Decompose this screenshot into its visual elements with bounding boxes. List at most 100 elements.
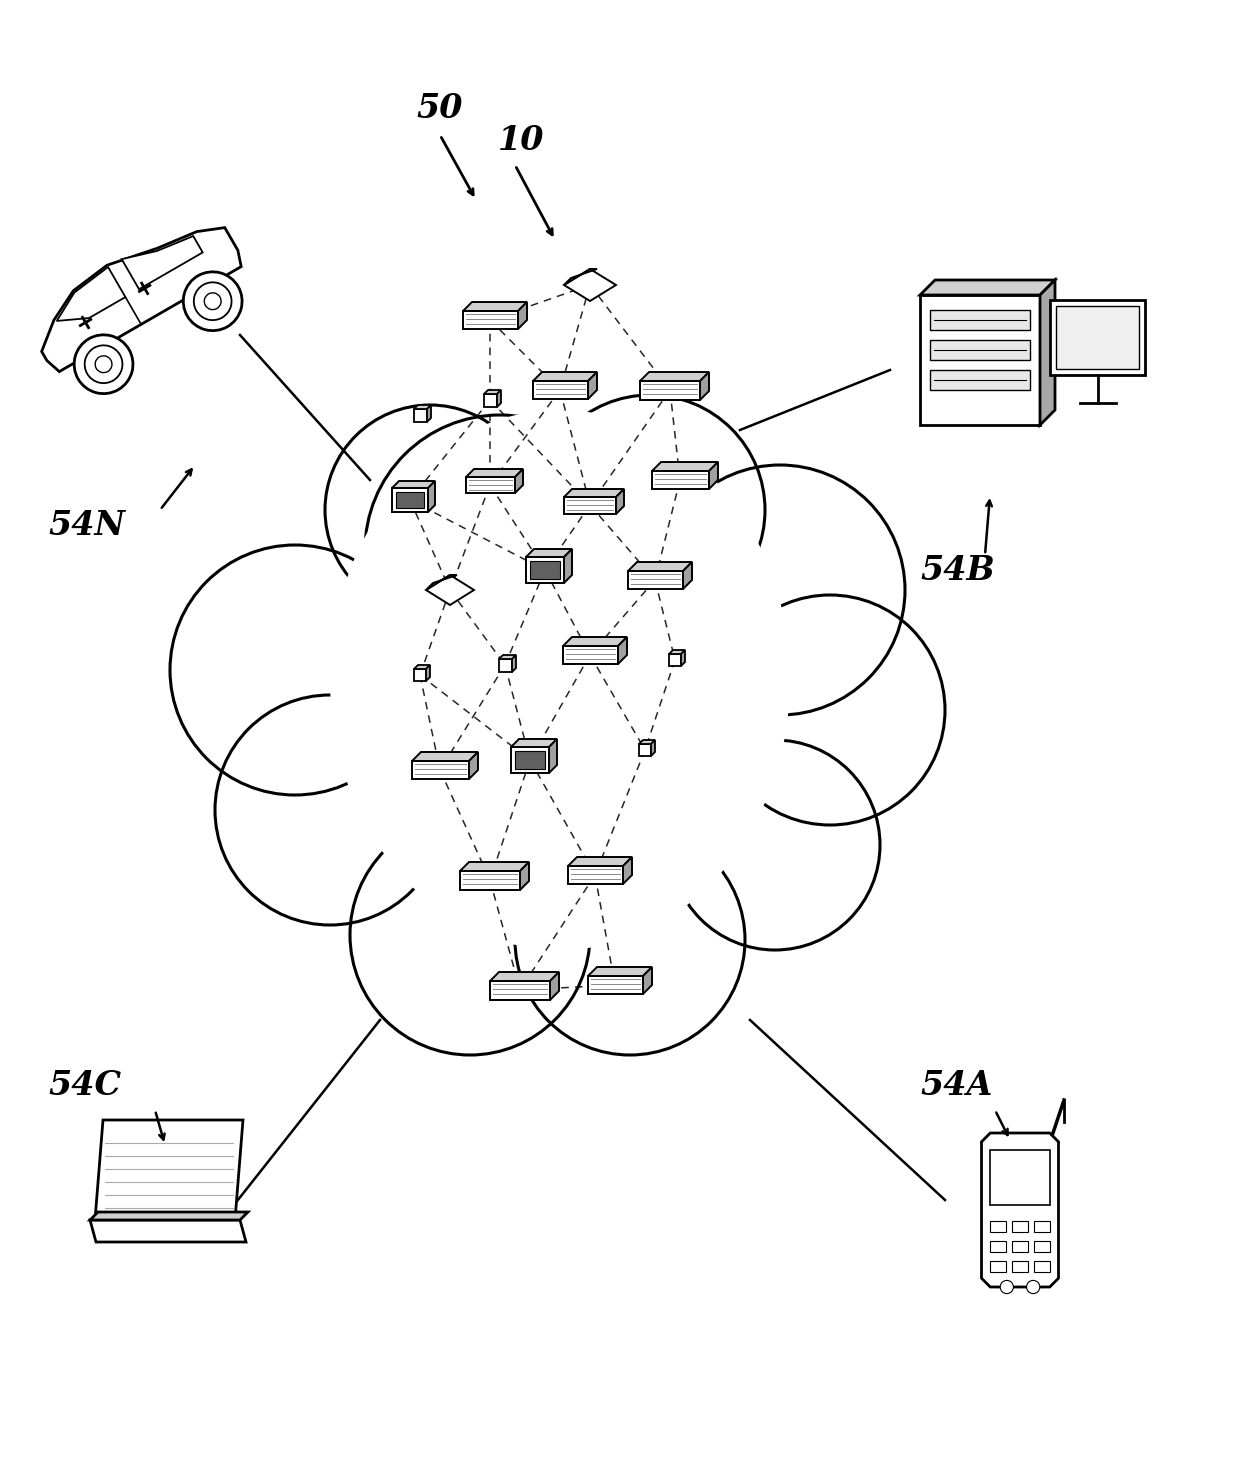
Polygon shape [498,659,512,672]
Polygon shape [392,481,435,488]
Text: 10: 10 [498,124,544,157]
Polygon shape [652,471,709,488]
Polygon shape [392,488,428,512]
Polygon shape [982,1134,1059,1288]
Polygon shape [427,665,430,681]
Polygon shape [1012,1221,1028,1231]
Polygon shape [701,371,709,400]
Polygon shape [463,302,527,311]
Polygon shape [466,469,523,477]
Circle shape [95,355,112,373]
Polygon shape [563,645,618,665]
Polygon shape [490,981,551,1000]
Polygon shape [520,861,529,889]
Circle shape [1001,1280,1013,1294]
Polygon shape [1012,1240,1028,1252]
Polygon shape [427,576,474,605]
Polygon shape [618,636,627,665]
Polygon shape [549,739,557,773]
Polygon shape [991,1150,1050,1205]
Polygon shape [412,761,469,778]
Polygon shape [95,1120,243,1220]
Polygon shape [460,872,520,889]
Polygon shape [498,656,516,659]
Polygon shape [920,280,1055,295]
Polygon shape [427,406,432,422]
Polygon shape [616,488,624,514]
Polygon shape [991,1261,1006,1271]
Polygon shape [512,656,516,672]
Polygon shape [670,650,684,654]
Circle shape [74,334,133,394]
Polygon shape [640,380,701,400]
Polygon shape [1056,306,1140,369]
Circle shape [350,815,590,1055]
Circle shape [365,414,635,685]
Polygon shape [622,857,632,884]
Polygon shape [709,462,718,488]
Polygon shape [563,636,627,645]
Polygon shape [526,549,572,556]
Polygon shape [57,266,125,321]
Polygon shape [564,269,616,300]
Circle shape [515,824,745,1055]
Polygon shape [670,654,681,666]
Circle shape [184,272,242,330]
Circle shape [193,283,232,320]
Polygon shape [588,371,596,400]
Polygon shape [414,408,427,422]
Text: 54A: 54A [920,1069,992,1103]
Polygon shape [627,571,683,589]
Polygon shape [1040,280,1055,425]
Polygon shape [490,972,559,981]
Polygon shape [414,669,427,681]
Polygon shape [529,561,560,579]
Polygon shape [396,491,424,508]
Polygon shape [681,650,684,666]
Polygon shape [991,1221,1006,1231]
Circle shape [325,406,534,616]
Polygon shape [683,562,692,589]
Text: 54N: 54N [48,509,125,542]
Polygon shape [518,302,527,329]
Polygon shape [515,469,523,493]
Circle shape [84,345,123,383]
Text: 54C: 54C [48,1069,122,1103]
Polygon shape [515,750,546,770]
Polygon shape [651,740,655,756]
Polygon shape [466,477,515,493]
Polygon shape [533,371,596,380]
Polygon shape [484,394,497,407]
Polygon shape [930,309,1030,330]
Polygon shape [330,410,790,950]
Polygon shape [564,269,596,286]
Polygon shape [469,752,477,778]
Polygon shape [463,311,518,329]
Circle shape [205,293,221,309]
Circle shape [170,545,420,795]
Polygon shape [42,228,242,371]
Polygon shape [511,739,557,747]
Polygon shape [564,488,624,497]
Polygon shape [568,866,622,884]
Polygon shape [1034,1221,1050,1231]
Polygon shape [644,966,652,995]
Polygon shape [564,497,616,514]
Text: 54B: 54B [920,554,994,588]
Polygon shape [1050,300,1145,374]
Polygon shape [930,340,1030,360]
Polygon shape [414,406,432,408]
Polygon shape [330,410,790,950]
Circle shape [215,696,445,925]
Polygon shape [497,391,501,407]
Polygon shape [551,972,559,1000]
Polygon shape [568,857,632,866]
Polygon shape [460,861,529,872]
Polygon shape [640,371,709,380]
Polygon shape [484,391,501,394]
Polygon shape [639,740,655,744]
Polygon shape [627,562,692,571]
Polygon shape [91,1220,246,1242]
Polygon shape [428,481,435,512]
Polygon shape [991,1240,1006,1252]
